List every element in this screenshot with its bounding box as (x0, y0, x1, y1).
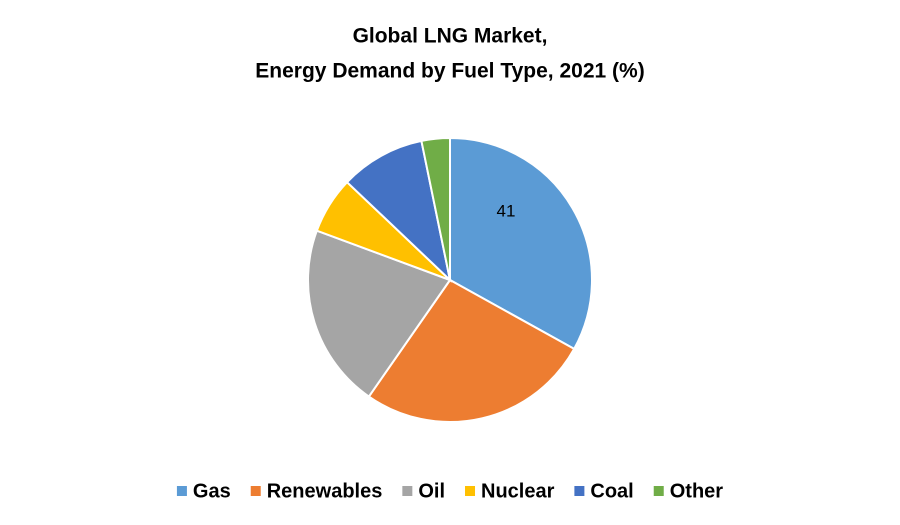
legend-label: Coal (590, 480, 633, 502)
pie-slice (345, 139, 452, 283)
chart-title: Energy Demand by Fuel Type, 2021 (%) (255, 60, 644, 83)
pie-slice (307, 229, 452, 398)
data-label: 41 (496, 202, 515, 221)
legend-label: Nuclear (481, 480, 555, 502)
legend-label: Gas (193, 480, 231, 502)
pie-slice (367, 278, 576, 423)
pie-slice (449, 136, 593, 351)
legend-swatch (176, 486, 187, 496)
legend-label: Oil (418, 480, 445, 502)
legend-swatch (574, 486, 585, 496)
legend-swatch (250, 486, 261, 496)
legend-label: Other (670, 480, 724, 502)
legend-swatch (402, 486, 413, 496)
legend-swatch (465, 486, 476, 496)
chart-title: Global LNG Market, (353, 25, 548, 48)
pie-slice (420, 136, 451, 281)
legend-swatch (653, 486, 664, 496)
legend-label: Renewables (267, 480, 383, 502)
